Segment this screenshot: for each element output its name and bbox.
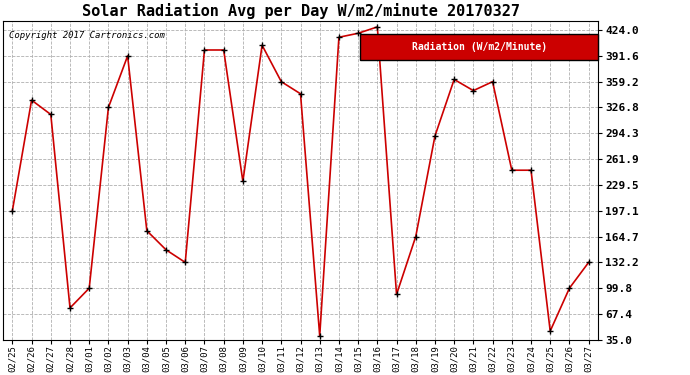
- Text: Copyright 2017 Cartronics.com: Copyright 2017 Cartronics.com: [9, 31, 165, 40]
- FancyBboxPatch shape: [360, 34, 598, 60]
- Title: Solar Radiation Avg per Day W/m2/minute 20170327: Solar Radiation Avg per Day W/m2/minute …: [81, 3, 520, 19]
- Text: Radiation (W/m2/Minute): Radiation (W/m2/Minute): [411, 42, 546, 52]
